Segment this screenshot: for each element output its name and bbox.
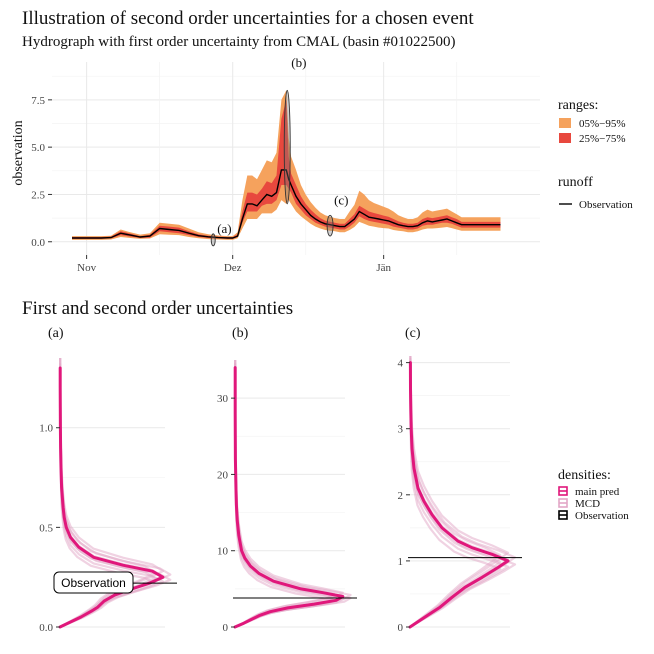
density-y-tick-label: 0.0 (39, 622, 53, 634)
density-panel-a: (a) 0.0 0.5 1.0 (39, 326, 177, 634)
density-panel-label: (a) (48, 326, 64, 341)
hydrograph-panel: (a) (b) (c) 0.0 2.5 5.0 7.5 Nov Dez Jän observa… (11, 55, 540, 274)
main-pred-label: main pred (575, 486, 620, 498)
densities-legend: densities: main pred MCD Observation (558, 468, 629, 522)
range-05-95-key (559, 118, 571, 128)
observation-callout-box (53, 571, 134, 594)
ranges-legend-title: ranges: (558, 98, 598, 113)
observation-legend-label: Observation (575, 510, 629, 522)
event-label-c: (c) (334, 193, 348, 208)
main-pred-density-curve (233, 366, 345, 629)
event-ellipse-a (210, 233, 216, 247)
range-25-75-key (559, 133, 571, 143)
density-panel-c: (c) 0 1 2 3 4 (398, 326, 522, 634)
event-ellipse-b (283, 89, 291, 205)
densities-legend-title: densities: (558, 468, 611, 483)
section-title: First and second order uncertainties (22, 298, 293, 319)
chart-title: Illustration of second order uncertainti… (22, 8, 474, 29)
main-pred-density-curve (58, 366, 165, 629)
density-y-tick-label: 1 (398, 556, 404, 568)
range-25-75-label: 25%−75% (579, 133, 626, 145)
density-y-tick-label: 1.0 (39, 423, 53, 435)
density-y-tick-label: 4 (398, 358, 404, 370)
hydro-y-tick-label: 0.0 (31, 237, 45, 249)
event-label-b: (b) (291, 55, 306, 70)
runoff-observation-label: Observation (579, 199, 633, 211)
density-panel-b: (b) 0 10 20 30 (217, 326, 357, 634)
hydro-y-tick-label: 5.0 (31, 142, 45, 154)
density-y-tick-label: 0.5 (39, 522, 53, 534)
density-y-tick-label: 20 (217, 469, 229, 481)
event-label-a: (a) (217, 221, 231, 236)
density-y-tick-label: 2 (398, 490, 404, 502)
hydro-y-tick-label: 2.5 (31, 189, 45, 201)
observation-callout-label: Observation (61, 576, 126, 590)
hydro-x-tick-label: Jän (376, 262, 391, 274)
observation-line (72, 169, 501, 239)
hydro-x-tick-label: Nov (77, 262, 96, 274)
hydrograph-annotations: (a) (b) (c) (210, 55, 349, 247)
hydrograph-x-ticks: Nov Dez Jän (77, 255, 391, 274)
density-panel-label: (c) (405, 326, 421, 341)
hydro-x-tick-label: Dez (224, 262, 242, 274)
density-y-tick-label: 3 (398, 424, 404, 436)
density-y-tick-label: 0 (223, 622, 229, 634)
observation-callout: Observation (53, 571, 134, 594)
density-y-tick-label: 10 (217, 546, 229, 558)
main-pred-density-curve (408, 361, 510, 629)
hydrograph-y-axis-title: observation (11, 120, 26, 185)
range-05-95-label: 05%−95% (579, 118, 626, 130)
runoff-legend-title: runoff (558, 175, 593, 190)
hydrograph-y-ticks: 0.0 2.5 5.0 7.5 (31, 95, 52, 249)
event-ellipse-c (326, 214, 334, 237)
hydro-y-tick-label: 7.5 (31, 95, 45, 107)
ranges-legend: ranges: 05%−95% 25%−75% (558, 98, 626, 145)
density-y-tick-label: 0 (398, 622, 404, 634)
runoff-legend: runoff Observation (558, 175, 633, 211)
mcd-density-curve (409, 355, 502, 628)
mcd-label: MCD (575, 498, 600, 510)
density-y-tick-label: 30 (217, 393, 229, 405)
density-panel-label: (b) (232, 326, 249, 341)
chart-subtitle: Hydrograph with first order uncertainty … (22, 34, 456, 50)
